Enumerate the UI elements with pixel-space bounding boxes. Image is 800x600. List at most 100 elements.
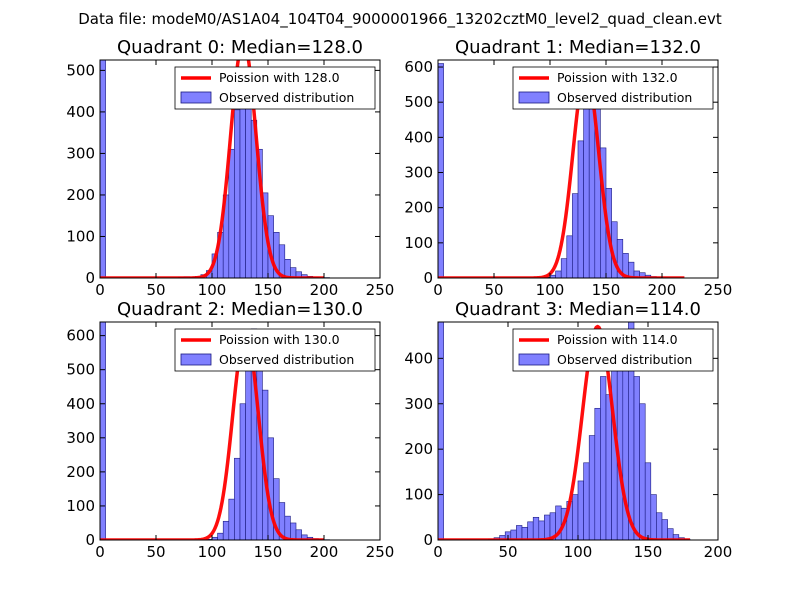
histogram-bar xyxy=(228,148,235,278)
x-tick-label: 50 xyxy=(146,543,165,561)
poisson-curve xyxy=(100,330,325,540)
y-tick-label: 100 xyxy=(404,486,433,504)
histogram-bar xyxy=(521,526,528,540)
histogram-bar xyxy=(100,322,106,540)
histogram-bar xyxy=(267,437,274,540)
histogram-bar xyxy=(284,515,291,540)
histogram-bar xyxy=(583,94,590,278)
legend: Poission with 130.0 Observed distribution xyxy=(174,328,376,372)
panel-title: Quadrant 2: Median=130.0 xyxy=(117,299,363,320)
y-tick-label: 400 xyxy=(404,128,433,146)
y-tick-label: 400 xyxy=(66,103,95,121)
legend-hist-label: Observed distribution xyxy=(219,90,354,105)
legend-line-label: Poission with 114.0 xyxy=(557,332,678,347)
histogram-bar xyxy=(527,521,534,540)
legend-hist-label: Observed distribution xyxy=(557,90,692,105)
x-tick-label: 150 xyxy=(592,281,621,299)
y-tick-label: 0 xyxy=(423,531,433,549)
histogram-bar xyxy=(245,345,252,540)
legend: Poission with 128.0 Observed distribution xyxy=(174,66,376,110)
y-tick-label: 500 xyxy=(404,93,433,111)
histogram-bar xyxy=(656,512,663,540)
legend-line-label: Poission with 130.0 xyxy=(219,332,340,347)
panel-title: Quadrant 0: Median=128.0 xyxy=(117,37,363,58)
chart-panel-1: 0 50 100 150 200 250 0 100 200 300 400 500 600 Quadra… xyxy=(404,37,732,299)
legend-hist-swatch xyxy=(180,353,212,366)
y-tick-label: 200 xyxy=(404,199,433,217)
y-tick-label: 400 xyxy=(404,349,433,367)
histogram-bar xyxy=(628,261,635,278)
histogram-bar xyxy=(577,140,584,278)
histogram-bar xyxy=(228,498,235,540)
x-tick-label: 250 xyxy=(366,543,395,561)
histogram-bar xyxy=(555,270,562,278)
legend-hist-label: Observed distribution xyxy=(557,352,692,367)
y-tick-label: 300 xyxy=(404,395,433,413)
y-tick-label: 0 xyxy=(85,531,95,549)
histogram-bar xyxy=(577,480,584,540)
y-tick-label: 200 xyxy=(404,440,433,458)
legend-hist-swatch xyxy=(518,91,550,104)
panel-title: Quadrant 3: Median=114.0 xyxy=(455,299,701,320)
y-tick-label: 300 xyxy=(404,164,433,182)
x-tick-label: 150 xyxy=(634,543,663,561)
histogram-bar xyxy=(234,109,241,278)
y-tick-label: 400 xyxy=(66,395,95,413)
axes-frame xyxy=(99,321,381,541)
x-tick-label: 150 xyxy=(254,543,283,561)
x-tick-label: 150 xyxy=(254,281,283,299)
y-tick-label: 500 xyxy=(66,361,95,379)
histogram-bar xyxy=(222,520,230,540)
y-tick-label: 600 xyxy=(404,58,433,76)
panel-title: Quadrant 1: Median=132.0 xyxy=(455,37,701,58)
x-tick-label: 100 xyxy=(198,543,227,561)
histogram-bar xyxy=(583,462,590,540)
y-tick-label: 300 xyxy=(66,429,95,447)
y-tick-label: 0 xyxy=(85,269,95,287)
chart-panel-2: 0 50 100 150 200 250 0 100 200 300 400 500 600 Quadra… xyxy=(66,299,394,561)
x-tick-label: 0 xyxy=(95,543,105,561)
histogram-bar xyxy=(605,394,612,540)
histogram-bar xyxy=(588,435,596,540)
legend-line-label: Poission with 128.0 xyxy=(219,70,340,85)
x-tick-label: 250 xyxy=(366,281,395,299)
legend-hist-swatch xyxy=(518,353,550,366)
plot-area xyxy=(100,60,330,278)
histogram-bar xyxy=(572,193,579,278)
chart-panel-0: 0 50 100 150 200 250 0 100 200 300 400 500 Quadrant … xyxy=(66,37,394,299)
x-tick-label: 200 xyxy=(704,543,733,561)
x-tick-label: 50 xyxy=(498,543,517,561)
histogram-bar xyxy=(594,407,601,540)
histogram-bar xyxy=(245,86,252,278)
histogram-bar xyxy=(290,522,297,540)
histogram-bar xyxy=(639,403,646,540)
y-tick-label: 200 xyxy=(66,186,95,204)
x-tick-label: 50 xyxy=(484,281,503,299)
poisson-curve xyxy=(100,60,325,278)
histogram-bar xyxy=(100,60,106,278)
legend-hist-label: Observed distribution xyxy=(219,352,354,367)
y-tick-label: 100 xyxy=(66,227,95,245)
histogram-bar xyxy=(438,322,444,540)
histogram-bar xyxy=(560,258,568,278)
histogram-bar xyxy=(566,235,573,278)
histogram-bar xyxy=(284,259,291,278)
x-tick-label: 0 xyxy=(95,281,105,299)
x-tick-label: 200 xyxy=(310,281,339,299)
chart-panel-3: 0 50 100 150 200 0 100 200 300 400 Quadrant 3: Med… xyxy=(404,299,732,561)
x-tick-label: 0 xyxy=(433,543,443,561)
y-tick-label: 300 xyxy=(66,144,95,162)
legend-line-label: Poission with 132.0 xyxy=(557,70,678,85)
histogram-bar xyxy=(644,462,652,540)
histogram-bar xyxy=(572,494,579,540)
legend-hist-swatch xyxy=(180,91,212,104)
histogram-bar xyxy=(438,63,444,278)
y-tick-label: 200 xyxy=(66,463,95,481)
x-tick-label: 100 xyxy=(536,281,565,299)
histogram-bar xyxy=(217,532,224,540)
x-tick-label: 100 xyxy=(198,281,227,299)
y-tick-label: 600 xyxy=(66,327,95,345)
legend: Poission with 132.0 Observed distribution xyxy=(512,66,714,110)
y-tick-label: 0 xyxy=(423,269,433,287)
